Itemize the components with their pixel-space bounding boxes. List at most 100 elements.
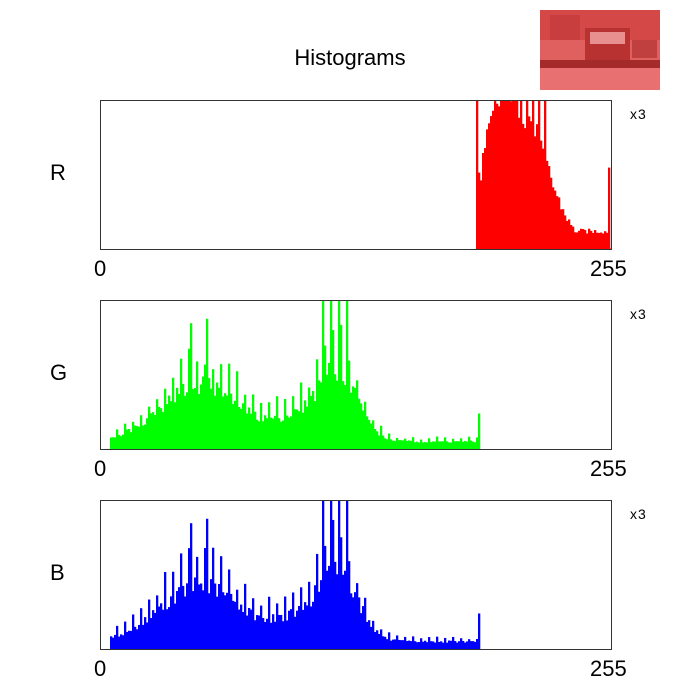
histogram-bar [448, 640, 451, 649]
histogram-bar [274, 621, 277, 649]
histogram-bar [432, 641, 435, 649]
histogram-bar [558, 197, 561, 249]
histogram-bar [290, 416, 293, 449]
histogram-bar [314, 401, 317, 449]
histogram-bar [428, 438, 431, 449]
histogram-bar [188, 548, 191, 649]
histogram-bar [132, 614, 135, 649]
histogram-bar [570, 224, 573, 249]
histogram-bar [486, 129, 489, 249]
histogram-bar [206, 518, 209, 649]
histogram-bar [392, 639, 395, 649]
histogram-bar [402, 440, 405, 449]
histogram-bar [134, 425, 137, 449]
histogram-bar [136, 629, 139, 649]
histogram-bar [236, 589, 239, 649]
histogram-bar [410, 641, 413, 649]
histogram-bar [228, 363, 231, 449]
histogram-bar [202, 590, 205, 649]
histogram-bar [114, 437, 117, 449]
histogram-bar [528, 116, 531, 250]
histogram-bar [522, 123, 525, 249]
histogram-bar [114, 634, 117, 649]
histogram-bar [110, 636, 113, 649]
histogram-bar [334, 374, 337, 449]
histogram-bar [206, 318, 209, 449]
histogram-bar [468, 436, 471, 449]
histogram-bar [268, 596, 271, 649]
histogram-bar [220, 364, 223, 449]
histogram-bar [596, 232, 599, 249]
histogram-bar [404, 636, 407, 649]
histogram-bar [224, 595, 227, 649]
histogram-bar [470, 641, 473, 649]
histogram-bar [232, 600, 235, 649]
histogram-bar [294, 409, 297, 449]
histogram-bar [462, 640, 465, 649]
histogram-bar [394, 639, 397, 649]
b-y-scale-label: x3 [630, 506, 647, 522]
histogram-bar [476, 437, 479, 449]
histogram-bar [468, 639, 471, 649]
histogram-bar [398, 639, 401, 649]
histogram-bar [184, 395, 187, 449]
channel-label-r: R [50, 160, 66, 185]
histogram-bar [242, 403, 245, 449]
histogram-bar [200, 384, 203, 449]
histogram-bar [362, 410, 365, 449]
histogram-bar [302, 412, 305, 449]
histogram-bar [298, 605, 301, 649]
histogram-bar [176, 591, 179, 649]
histogram-bar [256, 615, 259, 649]
histogram-bar [448, 442, 451, 449]
histogram-bar [174, 603, 177, 649]
histogram-bar [358, 597, 361, 649]
histogram-bar [428, 637, 431, 649]
histogram-bar [140, 608, 143, 649]
histogram-bar [584, 229, 587, 249]
histogram-bar [120, 436, 123, 449]
histogram-bar [490, 116, 493, 249]
histogram-bar [132, 421, 135, 449]
histogram-bar [346, 301, 349, 449]
histogram-bar [280, 614, 283, 649]
histogram-bar [578, 230, 581, 249]
histogram-bar [314, 585, 317, 649]
histogram-bar [378, 633, 381, 649]
histogram-bar [434, 441, 437, 449]
histogram-bar [350, 392, 353, 449]
histogram-bar [308, 581, 311, 649]
histogram-bar [226, 592, 229, 649]
histogram-bar [200, 583, 203, 649]
histogram-bar [494, 101, 497, 249]
histogram-bar [198, 394, 201, 449]
histogram-bar [208, 378, 211, 449]
histogram-bar [446, 441, 449, 449]
histogram-bar [372, 420, 375, 449]
histogram-bar [350, 593, 353, 649]
histogram-bar [196, 361, 199, 449]
histogram-bar [204, 364, 207, 449]
histogram-bar [262, 618, 265, 649]
histogram-bar [442, 441, 445, 449]
histogram-bar [254, 411, 257, 449]
histogram-bar [342, 574, 345, 649]
histogram-bar [186, 392, 189, 449]
histogram-bar [284, 596, 287, 649]
histogram-bar [266, 618, 269, 649]
histogram-bar [344, 385, 347, 449]
histogram-bar [326, 570, 329, 649]
histogram-bar [458, 441, 461, 449]
histogram-bar [288, 610, 291, 649]
histogram-bar [360, 613, 363, 649]
b-histogram [110, 501, 481, 649]
histogram-bar [254, 620, 257, 649]
histogram-bar [234, 601, 237, 649]
histogram-bar [248, 407, 251, 449]
histogram-bar [290, 609, 293, 649]
histogram-bar [460, 638, 463, 649]
histogram-bar [142, 624, 145, 649]
histogram-bar [524, 128, 527, 249]
histogram-bar [362, 606, 365, 649]
histogram-bar [278, 418, 281, 449]
